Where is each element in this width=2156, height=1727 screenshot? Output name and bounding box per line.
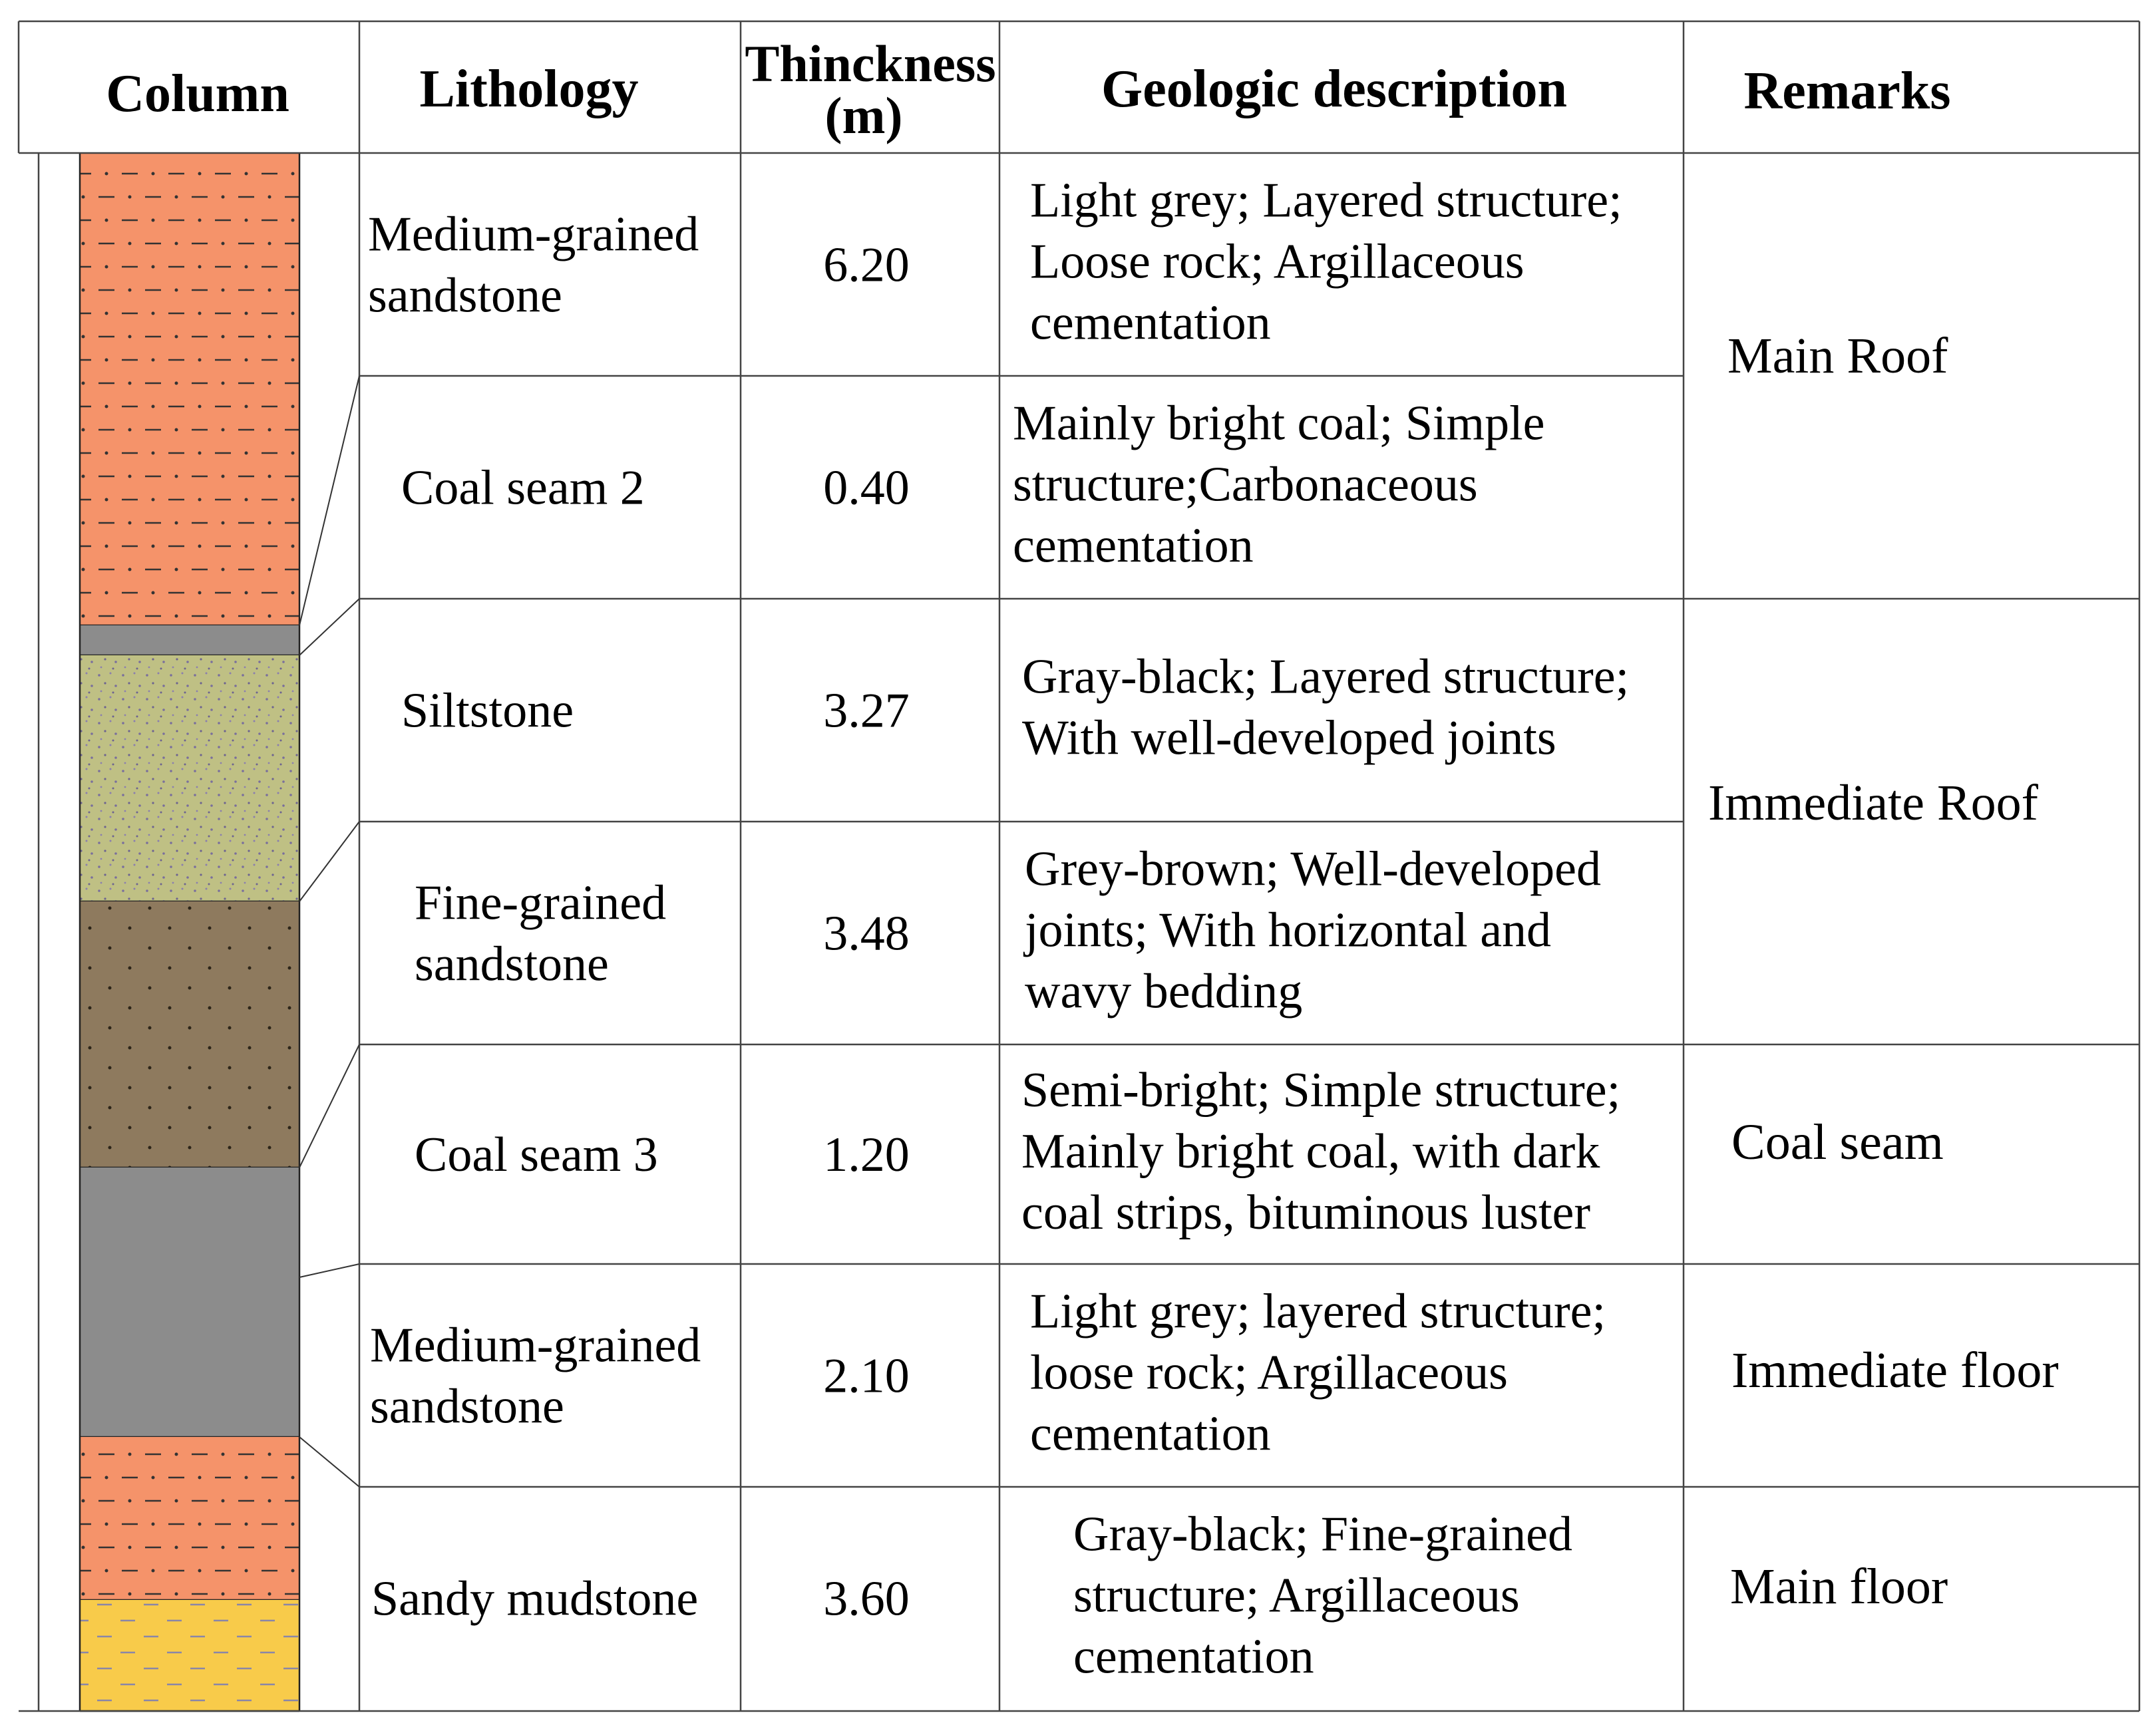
layer-coal-seam-3 (80, 1168, 299, 1437)
header-column: Column (106, 65, 289, 123)
header-description: Geologic description (1101, 60, 1567, 118)
layer-coal-seam-2 (80, 625, 299, 655)
description-cell: Mainly bright coal, with dark (1021, 1124, 1600, 1179)
description-cell: wavy bedding (1025, 965, 1302, 1019)
description-cell: cementation (1030, 296, 1271, 351)
lithology-cell: Medium-grained (370, 1319, 701, 1373)
lithology-cell: Coal seam 2 (401, 461, 645, 516)
column-connectors (299, 375, 360, 1488)
remark-label: Immediate Roof (1708, 775, 2039, 831)
description-cell: structure;Carbonaceous (1013, 458, 1478, 512)
header-thickness-line1: Thinckness (745, 35, 995, 92)
description-cell: Light grey; Layered structure; (1030, 174, 1622, 228)
lithology-cell: Coal seam 3 (415, 1128, 658, 1182)
column-layers (79, 153, 301, 1712)
remark-label: Main floor (1730, 1559, 1948, 1615)
thickness-cell: 2.10 (823, 1349, 910, 1404)
layer-sandy-mudstone-pattern (80, 1600, 299, 1711)
thickness-cell: 3.60 (823, 1572, 910, 1627)
description-cell: Mainly bright coal; Simple (1013, 396, 1545, 451)
connector-line (299, 821, 360, 902)
lithology-cell: sandstone (370, 1380, 564, 1434)
header-lithology: Lithology (420, 60, 639, 118)
thickness-cell: 3.27 (823, 684, 910, 738)
description-cell: With well-developed joints (1022, 711, 1556, 766)
connector-line (299, 1436, 360, 1488)
description-cell: structure; Argillaceous (1073, 1569, 1520, 1623)
description-cell: Gray-black; Fine-grained (1073, 1507, 1572, 1562)
remark-label: Immediate floor (1731, 1342, 2059, 1398)
description-cell: Gray-black; Layered structure; (1022, 650, 1629, 705)
layer-medium-sandstone-upper-pattern (80, 153, 299, 625)
table-cells: Medium-grained sandstone 6.20 Light grey; L… (368, 174, 2059, 1684)
table-grid (17, 20, 2141, 1712)
description-cell: coal strips, bituminous luster (1021, 1185, 1590, 1240)
remark-label: Coal seam (1731, 1114, 1944, 1170)
description-cell: cementation (1013, 519, 1254, 573)
thickness-cell: 3.48 (823, 907, 910, 961)
layer-siltstone-pattern (80, 655, 299, 901)
lithology-cell: sandstone (368, 269, 562, 323)
header-remarks: Remarks (1743, 62, 1950, 120)
layer-medium-sandstone-lower-pattern (80, 1437, 299, 1600)
lithology-cell: Medium-grained (368, 208, 699, 262)
connector-line (299, 375, 360, 626)
layer-fine-sandstone-pattern (80, 901, 299, 1168)
thickness-cell: 1.20 (823, 1128, 910, 1182)
description-cell: Light grey; layered structure; (1030, 1285, 1606, 1339)
connector-line (299, 1263, 360, 1278)
thickness-cell: 6.20 (823, 238, 910, 293)
description-cell: joints; With horizontal and (1023, 903, 1551, 958)
description-cell: Loose rock; Argillaceous (1030, 235, 1525, 289)
header-thickness-line2: (m) (825, 86, 903, 144)
lithology-cell: Sandy mudstone (371, 1572, 698, 1627)
lithology-cell: Siltstone (401, 684, 574, 738)
lithology-cell: sandstone (415, 937, 609, 992)
remark-label: Main Roof (1727, 328, 1948, 384)
description-cell: Grey-brown; Well-developed (1025, 842, 1601, 897)
thickness-cell: 0.40 (823, 461, 910, 516)
connector-line (299, 598, 360, 656)
description-cell: loose rock; Argillaceous (1030, 1346, 1508, 1400)
description-cell: cementation (1030, 1407, 1271, 1462)
description-cell: Semi-bright; Simple structure; (1021, 1063, 1620, 1118)
connector-line (299, 1044, 360, 1168)
lithology-cell: Fine-grained (415, 876, 666, 931)
description-cell: cementation (1073, 1630, 1314, 1684)
